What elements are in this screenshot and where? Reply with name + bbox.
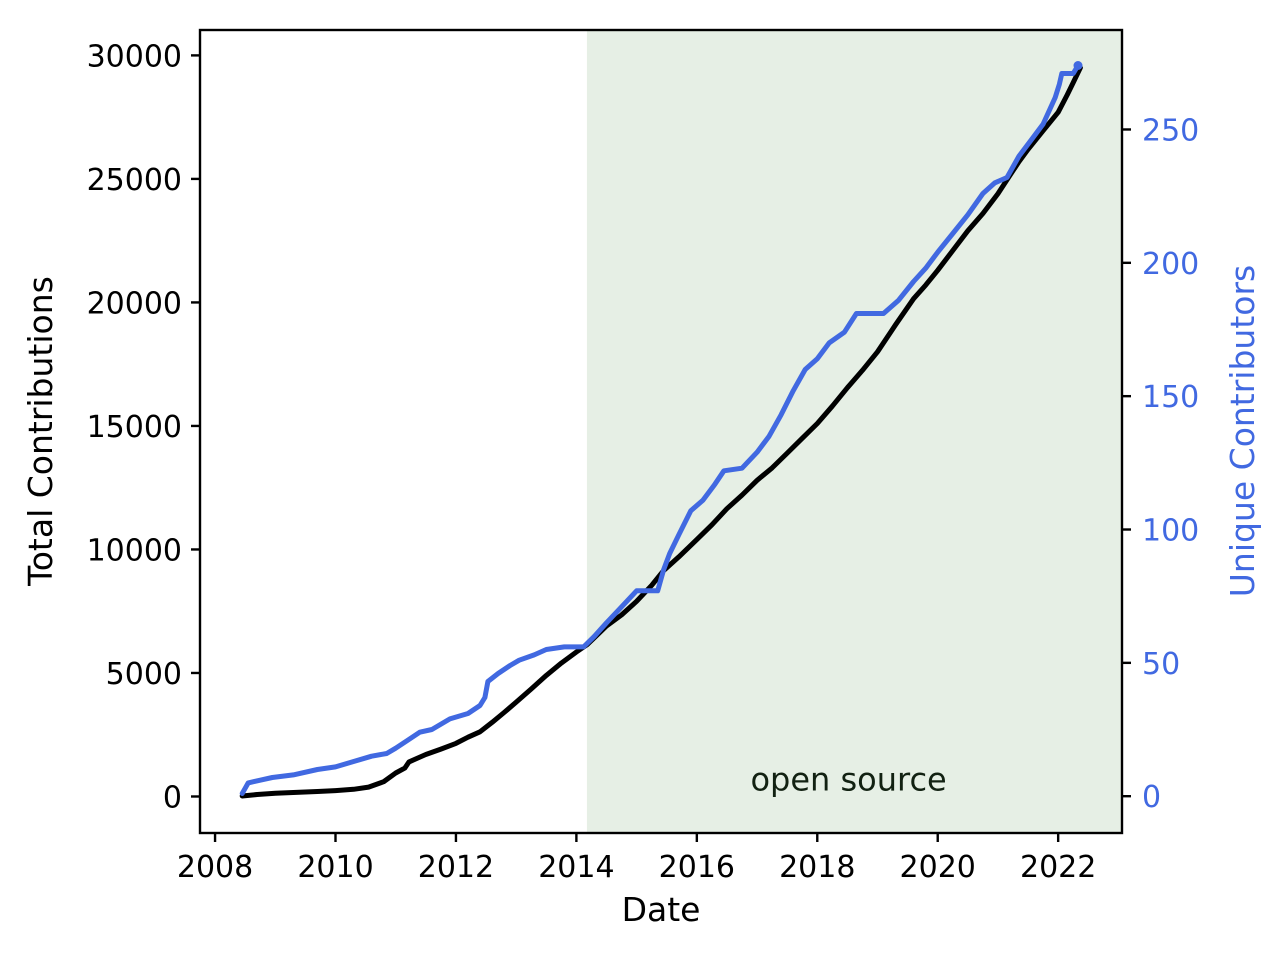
plot-border (198, 28, 1124, 835)
y-right-tick-label: 100 (1142, 514, 1199, 549)
x-axis-title: Date (622, 890, 701, 929)
x-tick-label: 2020 (900, 850, 976, 885)
y-right-tick-label: 250 (1142, 113, 1199, 148)
y-left-tick-label: 30000 (87, 39, 182, 74)
y-left-tick-label: 5000 (106, 657, 182, 692)
y-right-tick-label: 0 (1142, 780, 1161, 815)
y-right-tick-label: 150 (1142, 380, 1199, 415)
x-tick-label: 2012 (418, 850, 494, 885)
x-tick-label: 2022 (1020, 850, 1096, 885)
unique-contributors-line (239, 63, 1081, 796)
y-left-tick-label: 20000 (87, 286, 182, 321)
open-source-region (586, 31, 1122, 832)
y-left-tick-label: 10000 (87, 533, 182, 568)
y-left-tick-label: 25000 (87, 163, 182, 198)
open-source-annotation: open source (750, 760, 946, 798)
y-right-tick-label: 200 (1142, 247, 1199, 282)
x-axis-ticks: 2008 2010 2012 2014 2016 2018 2020 2022 (177, 833, 1096, 885)
left-axis-ticks: 0 5000 10000 15000 20000 25000 30000 (87, 39, 200, 815)
x-tick-label: 2010 (297, 850, 373, 885)
right-axis-ticks: 0 50 100 150 200 250 (1122, 113, 1199, 815)
x-tick-label: 2014 (538, 850, 614, 885)
x-tick-label: 2016 (659, 850, 735, 885)
total-contributions-line (239, 65, 1083, 799)
x-tick-label: 2018 (779, 850, 855, 885)
right-axis-title: Unique Contributors (1223, 265, 1262, 597)
y-right-tick-label: 50 (1142, 647, 1180, 682)
y-left-tick-label: 15000 (87, 410, 182, 445)
y-left-tick-label: 0 (163, 780, 182, 815)
line-end-marker (1073, 61, 1083, 70)
x-tick-label: 2008 (177, 850, 253, 885)
left-axis-title: Total Contributions (21, 276, 60, 587)
